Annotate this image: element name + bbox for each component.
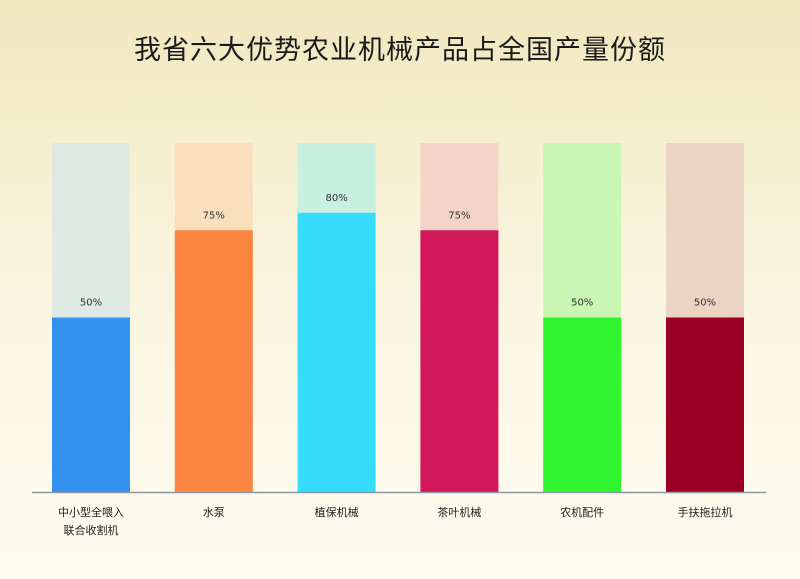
bar (543, 317, 622, 492)
bar (297, 212, 376, 493)
data-label: 50% (694, 298, 716, 309)
bar (174, 230, 253, 492)
category-label: 联合收割机 (64, 523, 119, 537)
data-label: 50% (571, 298, 593, 309)
category-label: 中小型全喂入 (58, 505, 124, 519)
category-label: 农机配件 (560, 505, 604, 519)
chart-title: 我省六大优势农业机械产品占全国产量份额 (134, 35, 666, 66)
data-label: 50% (80, 298, 102, 309)
bar (52, 317, 130, 492)
category-label: 植保机械 (315, 505, 359, 519)
category-label: 茶叶机械 (437, 505, 481, 519)
bar (420, 230, 499, 492)
category-label: 水泵 (203, 506, 225, 519)
data-label: 75% (203, 210, 225, 221)
category-label: 手扶拖拉机 (678, 505, 733, 519)
data-label: 75% (448, 210, 470, 221)
bar (666, 317, 744, 492)
data-label: 80% (325, 193, 347, 204)
